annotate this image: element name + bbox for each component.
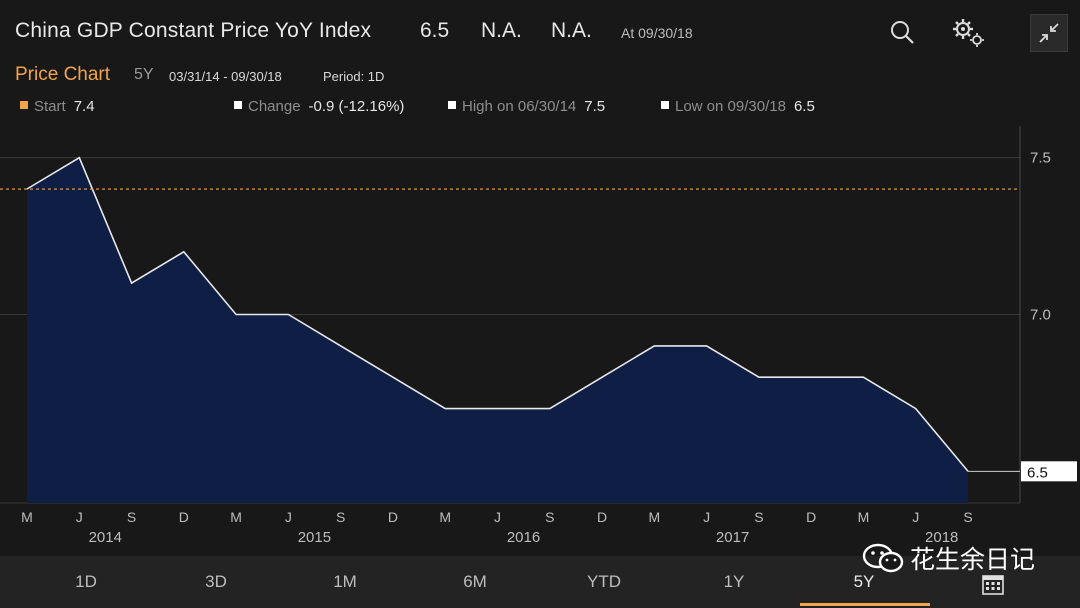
- data-point[interactable]: [548, 407, 552, 411]
- y-tick-label: 7.0: [1030, 307, 1051, 324]
- search-icon: [891, 21, 914, 44]
- change-marker-icon: [234, 101, 242, 110]
- stat-change-value: -0.9 (-12.16%): [308, 98, 405, 115]
- data-point[interactable]: [286, 313, 290, 317]
- data-point[interactable]: [77, 156, 81, 160]
- stat-low: Low on 09/30/18 6.5: [661, 98, 815, 115]
- header: China GDP Constant Price YoY Index 6.5 N…: [0, 0, 1080, 60]
- data-point[interactable]: [443, 407, 447, 411]
- data-point[interactable]: [182, 250, 186, 254]
- data-point[interactable]: [914, 407, 918, 411]
- stat-start: Start 7.4: [20, 98, 95, 115]
- active-tab-indicator: [800, 603, 930, 606]
- collapse-button[interactable]: [1030, 14, 1068, 52]
- x-tick-label: J: [76, 509, 83, 525]
- data-point[interactable]: [130, 281, 134, 285]
- stat-start-value: 7.4: [73, 98, 95, 115]
- settings-button[interactable]: [948, 14, 988, 50]
- data-point[interactable]: [496, 407, 500, 411]
- data-point[interactable]: [600, 375, 604, 379]
- data-point[interactable]: [234, 313, 238, 317]
- calendar-icon[interactable]: [982, 573, 1004, 595]
- tab-6m[interactable]: 6M: [463, 572, 487, 591]
- x-tick-label: S: [545, 509, 554, 525]
- stat-high-value: 7.5: [584, 98, 606, 115]
- stat-high: High on 06/30/14 7.5: [448, 98, 605, 115]
- x-tick-label: M: [230, 509, 242, 525]
- stat-change: Change -0.9 (-12.16%): [234, 98, 404, 115]
- tab-ytd[interactable]: YTD: [587, 572, 621, 591]
- security-title: China GDP Constant Price YoY Index: [15, 19, 372, 42]
- x-tick-label: J: [912, 509, 919, 525]
- x-tick-label: M: [439, 509, 451, 525]
- price-chart[interactable]: 7.5 7.0 6.5 M J S D M J S D M J S D M J S D M J S 2014 2015 20…: [0, 120, 1080, 556]
- data-point[interactable]: [705, 344, 709, 348]
- search-button[interactable]: [884, 14, 920, 50]
- stat-low-label: Low on 09/30/18: [675, 98, 786, 115]
- price-line: [26, 156, 969, 472]
- tab-3d[interactable]: 3D: [205, 572, 227, 591]
- x-tick-label: S: [127, 509, 136, 525]
- range-label[interactable]: 5Y: [134, 66, 154, 83]
- data-point[interactable]: [652, 344, 656, 348]
- last-price: 6.5: [420, 19, 450, 42]
- last-value-box: [1021, 461, 1077, 482]
- data-point[interactable]: [339, 344, 343, 348]
- watermark: 花生余日记: [862, 540, 1035, 576]
- data-point[interactable]: [757, 375, 761, 379]
- year-label: 2018: [925, 529, 958, 546]
- x-tick-label: M: [21, 509, 33, 525]
- price-area: [27, 157, 968, 503]
- year-label: 2015: [298, 529, 331, 546]
- watermark-text: 花生余日记: [910, 546, 1036, 574]
- stat-low-value: 6.5: [793, 98, 815, 115]
- x-tick-label: M: [858, 509, 870, 525]
- x-tick-label: J: [285, 509, 292, 525]
- x-tick-label: J: [703, 509, 710, 525]
- stat-change-label: Change: [248, 98, 301, 115]
- period-label[interactable]: Period: 1D: [323, 69, 385, 84]
- x-tick-label: D: [388, 509, 398, 525]
- x-tick-label: D: [179, 509, 189, 525]
- y-tick-label: 7.5: [1030, 150, 1051, 167]
- net-change: N.A.: [481, 19, 522, 42]
- price-chart-label: Price Chart: [15, 64, 111, 85]
- x-tick-label: M: [648, 509, 660, 525]
- gear-icon: [953, 19, 984, 47]
- high-marker-icon: [448, 101, 456, 110]
- x-tick-label: D: [806, 509, 816, 525]
- tab-1m[interactable]: 1M: [333, 572, 357, 591]
- low-marker-icon: [661, 101, 669, 110]
- x-tick-label: S: [963, 509, 972, 525]
- data-point[interactable]: [25, 187, 29, 191]
- date-range: 03/31/14 - 09/30/18: [169, 69, 282, 84]
- year-label: 2017: [716, 529, 749, 546]
- pct-change: N.A.: [551, 19, 592, 42]
- tab-1y[interactable]: 1Y: [723, 572, 745, 591]
- wechat-logo-icon: [862, 543, 904, 573]
- collapse-icon: [1039, 23, 1059, 43]
- as-of-date: At 09/30/18: [621, 25, 693, 41]
- x-tick-label: D: [597, 509, 607, 525]
- year-label: 2014: [89, 529, 122, 546]
- x-tick-label: J: [494, 509, 501, 525]
- x-tick-label: S: [336, 509, 345, 525]
- last-value-label: 6.5: [1027, 464, 1048, 481]
- stat-start-label: Start: [34, 98, 66, 115]
- start-marker-icon: [20, 101, 28, 110]
- tab-1d[interactable]: 1D: [75, 572, 97, 591]
- year-label: 2016: [507, 529, 540, 546]
- stat-high-label: High on 06/30/14: [462, 98, 577, 115]
- data-point[interactable]: [809, 375, 813, 379]
- data-point[interactable]: [861, 375, 865, 379]
- x-tick-label: S: [754, 509, 763, 525]
- data-point[interactable]: [966, 469, 970, 473]
- tab-5y[interactable]: 5Y: [853, 572, 875, 591]
- data-point[interactable]: [391, 375, 395, 379]
